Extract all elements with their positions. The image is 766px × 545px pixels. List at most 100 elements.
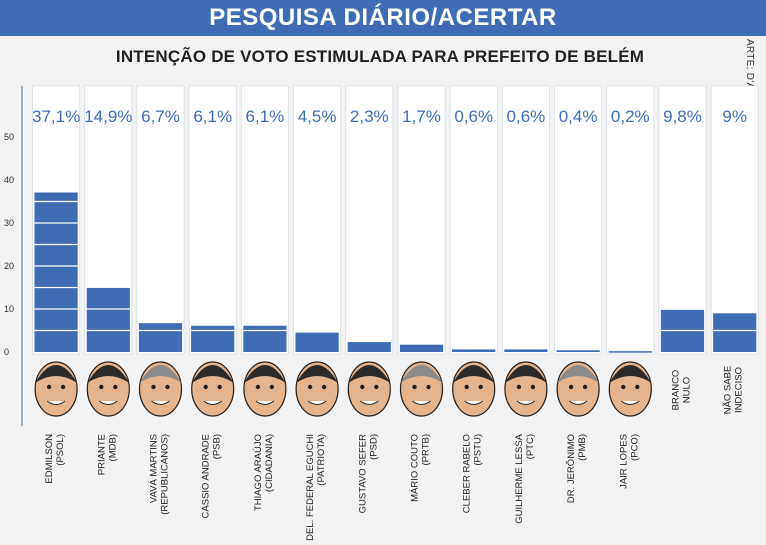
candidate-eye xyxy=(478,384,483,390)
x-tick-label: CLEBER RABELO xyxy=(462,434,473,513)
candidate-hair xyxy=(452,365,495,383)
banner-title: PESQUISA DIÁRIO/ACERTAR xyxy=(209,4,557,31)
bar xyxy=(608,351,652,353)
value-label: 0,6% xyxy=(454,107,493,126)
y-tick-label: 20 xyxy=(4,261,14,271)
candidate-smile xyxy=(307,400,327,405)
x-tick-label: BRANCO xyxy=(671,370,682,411)
column-bg xyxy=(554,85,603,355)
candidate-hair xyxy=(191,365,234,383)
value-label: 37,1% xyxy=(32,107,80,126)
candidate-smile xyxy=(359,400,379,405)
x-tick-label: DEL. FEDERAL EGUCHI xyxy=(305,434,316,541)
candidate-smile xyxy=(412,400,431,405)
column-bg xyxy=(136,85,185,355)
y-tick-label: 30 xyxy=(4,218,14,228)
candidate-hair xyxy=(35,365,78,383)
candidate-eye xyxy=(113,384,118,390)
candidate-smile xyxy=(568,400,588,405)
value-label: 0,6% xyxy=(507,107,546,126)
x-tick-label: CASSIO ANDRADE xyxy=(201,434,212,518)
bar xyxy=(86,287,130,352)
bar-chart: 0 10 20 30 40 50 37,1% EDMILSON (PSOL) 14,9% PRIAN… xyxy=(4,85,759,541)
bar xyxy=(556,350,600,352)
value-label: 9% xyxy=(722,107,747,126)
candidate-eye xyxy=(151,384,156,390)
candidate-hair xyxy=(400,365,443,383)
candidate-smile xyxy=(203,400,223,405)
candidate-eye xyxy=(255,384,261,390)
candidate-hair xyxy=(609,365,652,383)
x-tick-label: (PSD) xyxy=(368,434,379,460)
candidate-hair xyxy=(296,365,339,383)
column-bg xyxy=(240,85,289,355)
y-tick-label: 40 xyxy=(4,175,14,185)
x-tick-label: (PSB) xyxy=(212,434,223,459)
candidate-hair xyxy=(348,365,391,383)
bar xyxy=(713,313,757,352)
value-label: 4,5% xyxy=(298,107,337,126)
bar xyxy=(191,325,235,352)
column-bg xyxy=(397,85,446,355)
bar xyxy=(452,349,496,352)
candidate-smile xyxy=(46,400,66,405)
candidate-smile xyxy=(151,400,170,405)
column-bg xyxy=(188,85,237,355)
candidate-eye xyxy=(307,384,313,390)
candidate-eye xyxy=(203,384,208,390)
bar xyxy=(399,344,444,352)
bar xyxy=(34,192,78,352)
column-bg xyxy=(710,85,759,355)
value-label: 6,7% xyxy=(141,107,180,126)
column-bg xyxy=(345,85,394,355)
candidate-eye xyxy=(635,384,640,390)
column-bg xyxy=(606,85,655,355)
x-tick-label: GUSTAVO SEFER xyxy=(357,434,368,513)
candidate-smile xyxy=(98,400,118,405)
candidate-eye xyxy=(60,384,66,390)
x-tick-label: (REPUBLICANOS) xyxy=(160,434,171,515)
x-tick-label: THIAGO ARAÚJO xyxy=(253,434,264,511)
value-label: 9,8% xyxy=(663,107,702,126)
column-bg xyxy=(449,85,498,355)
x-tick-label: (PMB) xyxy=(577,434,588,461)
value-label: 6,1% xyxy=(246,107,285,126)
x-tick-label: (PTC) xyxy=(525,434,536,459)
bar xyxy=(504,349,548,352)
candidate-hair xyxy=(139,365,182,383)
candidate-eye xyxy=(165,384,170,390)
candidate-eye xyxy=(217,384,222,390)
value-label: 1,7% xyxy=(402,107,441,126)
candidate-eye xyxy=(426,384,431,390)
candidate-hair xyxy=(557,365,600,383)
title-banner: PESQUISA DIÁRIO/ACERTAR xyxy=(0,0,766,36)
candidate-eye xyxy=(46,384,52,390)
bar xyxy=(347,342,391,352)
value-label: 0,2% xyxy=(611,107,650,126)
x-tick-label: (PATRIOTA) xyxy=(316,434,327,486)
candidate-smile xyxy=(464,400,484,405)
x-tick-label: NÃO SABE xyxy=(723,366,734,415)
x-tick-label: (CIDADANIA) xyxy=(264,434,275,492)
candidate-eye xyxy=(582,384,588,390)
candidate-eye xyxy=(269,384,275,390)
candidate-hair xyxy=(243,365,286,383)
candidate-smile xyxy=(516,400,536,405)
candidate-eye xyxy=(464,384,469,390)
candidate-eye xyxy=(530,384,536,390)
y-tick-label: 50 xyxy=(4,132,14,142)
x-tick-label: (MDB) xyxy=(107,434,118,461)
bar xyxy=(243,325,287,352)
value-label: 6,1% xyxy=(193,107,232,126)
candidate-eye xyxy=(360,384,365,390)
candidate-smile xyxy=(255,400,275,405)
x-tick-label: MÁRIO COUTO xyxy=(410,434,421,502)
value-label: 0,4% xyxy=(559,107,598,126)
candidate-eye xyxy=(374,384,379,390)
y-tick-label: 0 xyxy=(4,347,9,357)
column-bg xyxy=(293,85,342,355)
candidate-smile xyxy=(620,400,640,405)
x-tick-label: PRIANTE xyxy=(96,434,107,475)
bar xyxy=(295,332,339,352)
candidate-hair xyxy=(504,365,547,383)
